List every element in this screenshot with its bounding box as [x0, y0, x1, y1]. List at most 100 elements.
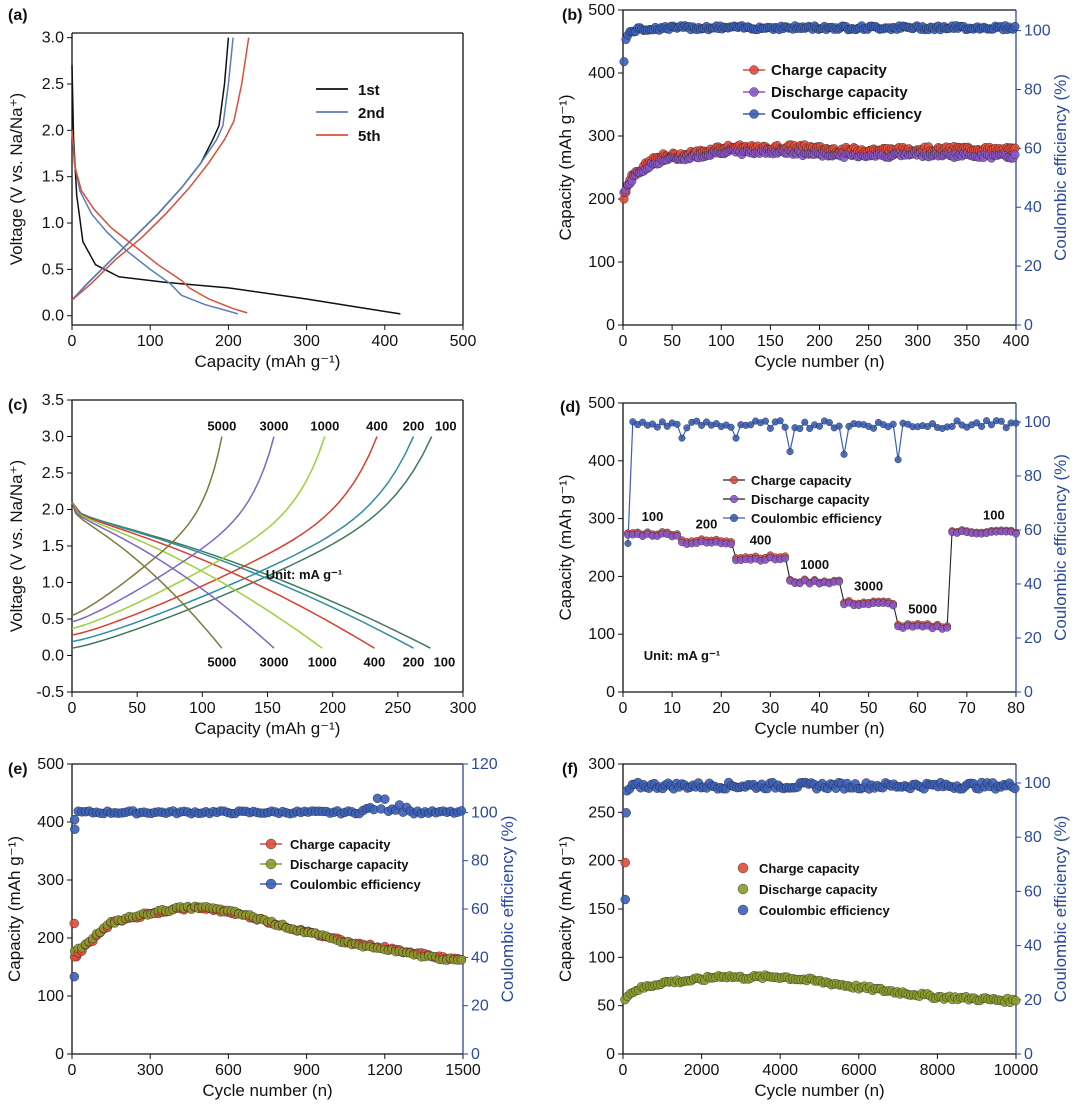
legend-marker	[730, 476, 739, 485]
y2-tick-label: 40	[1024, 576, 1042, 593]
y-axis-label: Capacity (mAh g⁻¹)	[5, 836, 24, 982]
x-tick-label: 8000	[920, 1062, 956, 1079]
ce-point	[889, 420, 897, 428]
y-tick-label: 1.0	[42, 215, 64, 232]
curve-label-bottom: 5000	[207, 654, 236, 669]
legend-label: Charge capacity	[290, 837, 391, 852]
y2-tick-label: 40	[1024, 199, 1042, 216]
y2-axis-label: Coulombic efficiency (%)	[1051, 74, 1070, 261]
x-tick-label: 300	[450, 700, 477, 717]
panel-label: (b)	[562, 7, 582, 24]
ce-point	[948, 422, 956, 430]
y2-axis-label: Coulombic efficiency (%)	[498, 816, 517, 1003]
y2-tick-label: 100	[1024, 775, 1051, 792]
y-tick-label: 500	[588, 395, 615, 412]
y-tick-label: 3.0	[42, 30, 64, 47]
series-line	[71, 130, 239, 315]
legend-label: Coulombic efficiency	[771, 106, 923, 123]
x-tick-label: 6000	[841, 1062, 877, 1079]
x-axis-label: Cycle number (n)	[754, 719, 884, 738]
ce-point	[1002, 424, 1010, 432]
x-tick-label: 1500	[445, 1062, 481, 1079]
y2-tick-label: 60	[1024, 522, 1042, 539]
y-tick-label: 0	[606, 1046, 615, 1063]
discharge-point	[1010, 150, 1020, 160]
ce-point	[801, 418, 809, 426]
x-tick-label: 100	[708, 333, 735, 350]
ce-point	[683, 424, 691, 432]
y-axis-label: Capacity (mAh g⁻¹)	[556, 95, 575, 241]
x-tick-label: 2000	[684, 1062, 720, 1079]
unit-annotation: Unit: mA g⁻¹	[644, 648, 720, 663]
legend-label: Coulombic efficiency	[290, 877, 422, 892]
curve-label-top: 100	[435, 419, 457, 434]
y2-tick-label: 20	[1024, 630, 1042, 647]
y-tick-label: 1.5	[42, 169, 64, 186]
x-tick-label: 300	[137, 1062, 164, 1079]
panel-label: (e)	[8, 761, 28, 778]
rate-label: 400	[750, 533, 772, 548]
ce-point	[619, 57, 629, 67]
y2-tick-label: 40	[1024, 938, 1042, 955]
discharge-point	[1010, 995, 1021, 1006]
legend-label: Discharge capacity	[759, 882, 878, 897]
y-axis-label: Voltage (V vs. Na/Na⁺)	[7, 460, 26, 632]
ce-point	[747, 421, 755, 429]
ce-point	[835, 422, 843, 430]
y-tick-label: -0.5	[36, 684, 64, 701]
ce-point	[703, 418, 711, 426]
discharge-point	[835, 577, 843, 586]
x-tick-label: 50	[860, 700, 878, 717]
panel-3: (d)0 10 20 30 40 50 60 70 8001002003004005000204…	[556, 395, 1070, 738]
x-tick-label: 80	[1007, 700, 1025, 717]
y-tick-label: 2.0	[42, 122, 64, 139]
y-tick-label: 400	[588, 65, 615, 82]
x-tick-label: 200	[806, 333, 833, 350]
discharge-point	[943, 624, 952, 632]
legend-label: Discharge capacity	[771, 84, 908, 101]
legend-label: 2nd	[358, 105, 385, 122]
unit-annotation: Unit: mA g⁻¹	[266, 567, 342, 582]
curve-label-bottom: 1000	[308, 654, 337, 669]
y-tick-label: 2.5	[42, 76, 64, 93]
x-tick-label: 150	[254, 700, 281, 717]
x-tick-label: 150	[757, 333, 784, 350]
x-tick-label: 0	[619, 1062, 628, 1079]
ce-point	[380, 794, 390, 804]
y-tick-label: 100	[588, 626, 615, 643]
x-tick-label: 900	[293, 1062, 320, 1079]
legend-label: Discharge capacity	[751, 492, 870, 507]
x-tick-label: 350	[954, 333, 981, 350]
ce-point	[658, 418, 666, 426]
legend-label: 5th	[358, 128, 381, 145]
charge-curve	[71, 436, 378, 636]
ce-point	[663, 422, 671, 430]
legend-label: 1st	[358, 82, 380, 99]
y-tick-label: 0.5	[42, 611, 64, 628]
x-axis-label: Capacity (mAh g⁻¹)	[195, 719, 341, 738]
ce-point	[973, 419, 981, 427]
ce-point	[693, 417, 701, 425]
ce-point	[894, 456, 902, 464]
legend-label: Charge capacity	[771, 62, 888, 79]
x-tick-label: 50	[128, 700, 146, 717]
y-tick-label: 100	[37, 988, 64, 1005]
y2-tick-label: 120	[471, 756, 498, 773]
rate-label: 200	[696, 517, 718, 532]
x-tick-label: 10000	[994, 1062, 1039, 1079]
y2-axis-label: Coulombic efficiency (%)	[1051, 816, 1070, 1003]
discharge-curve	[71, 501, 375, 649]
series-line	[71, 130, 248, 314]
ce-point	[727, 423, 735, 431]
x-tick-label: 200	[215, 333, 242, 350]
ce-point	[806, 424, 814, 432]
legend-label: Discharge capacity	[290, 857, 409, 872]
panel-0: (a) 0 100 200 300 400 500 0.0 0.5 1.0 1.5 2.0 2.5 3.0…	[7, 7, 476, 371]
ce-point	[766, 424, 774, 432]
y-axis-label: Capacity (mAh g⁻¹)	[556, 475, 575, 621]
y2-tick-label: 60	[1024, 140, 1042, 157]
ce-point	[840, 450, 848, 458]
series-line	[71, 37, 234, 301]
curve-label-top: 200	[403, 419, 425, 434]
